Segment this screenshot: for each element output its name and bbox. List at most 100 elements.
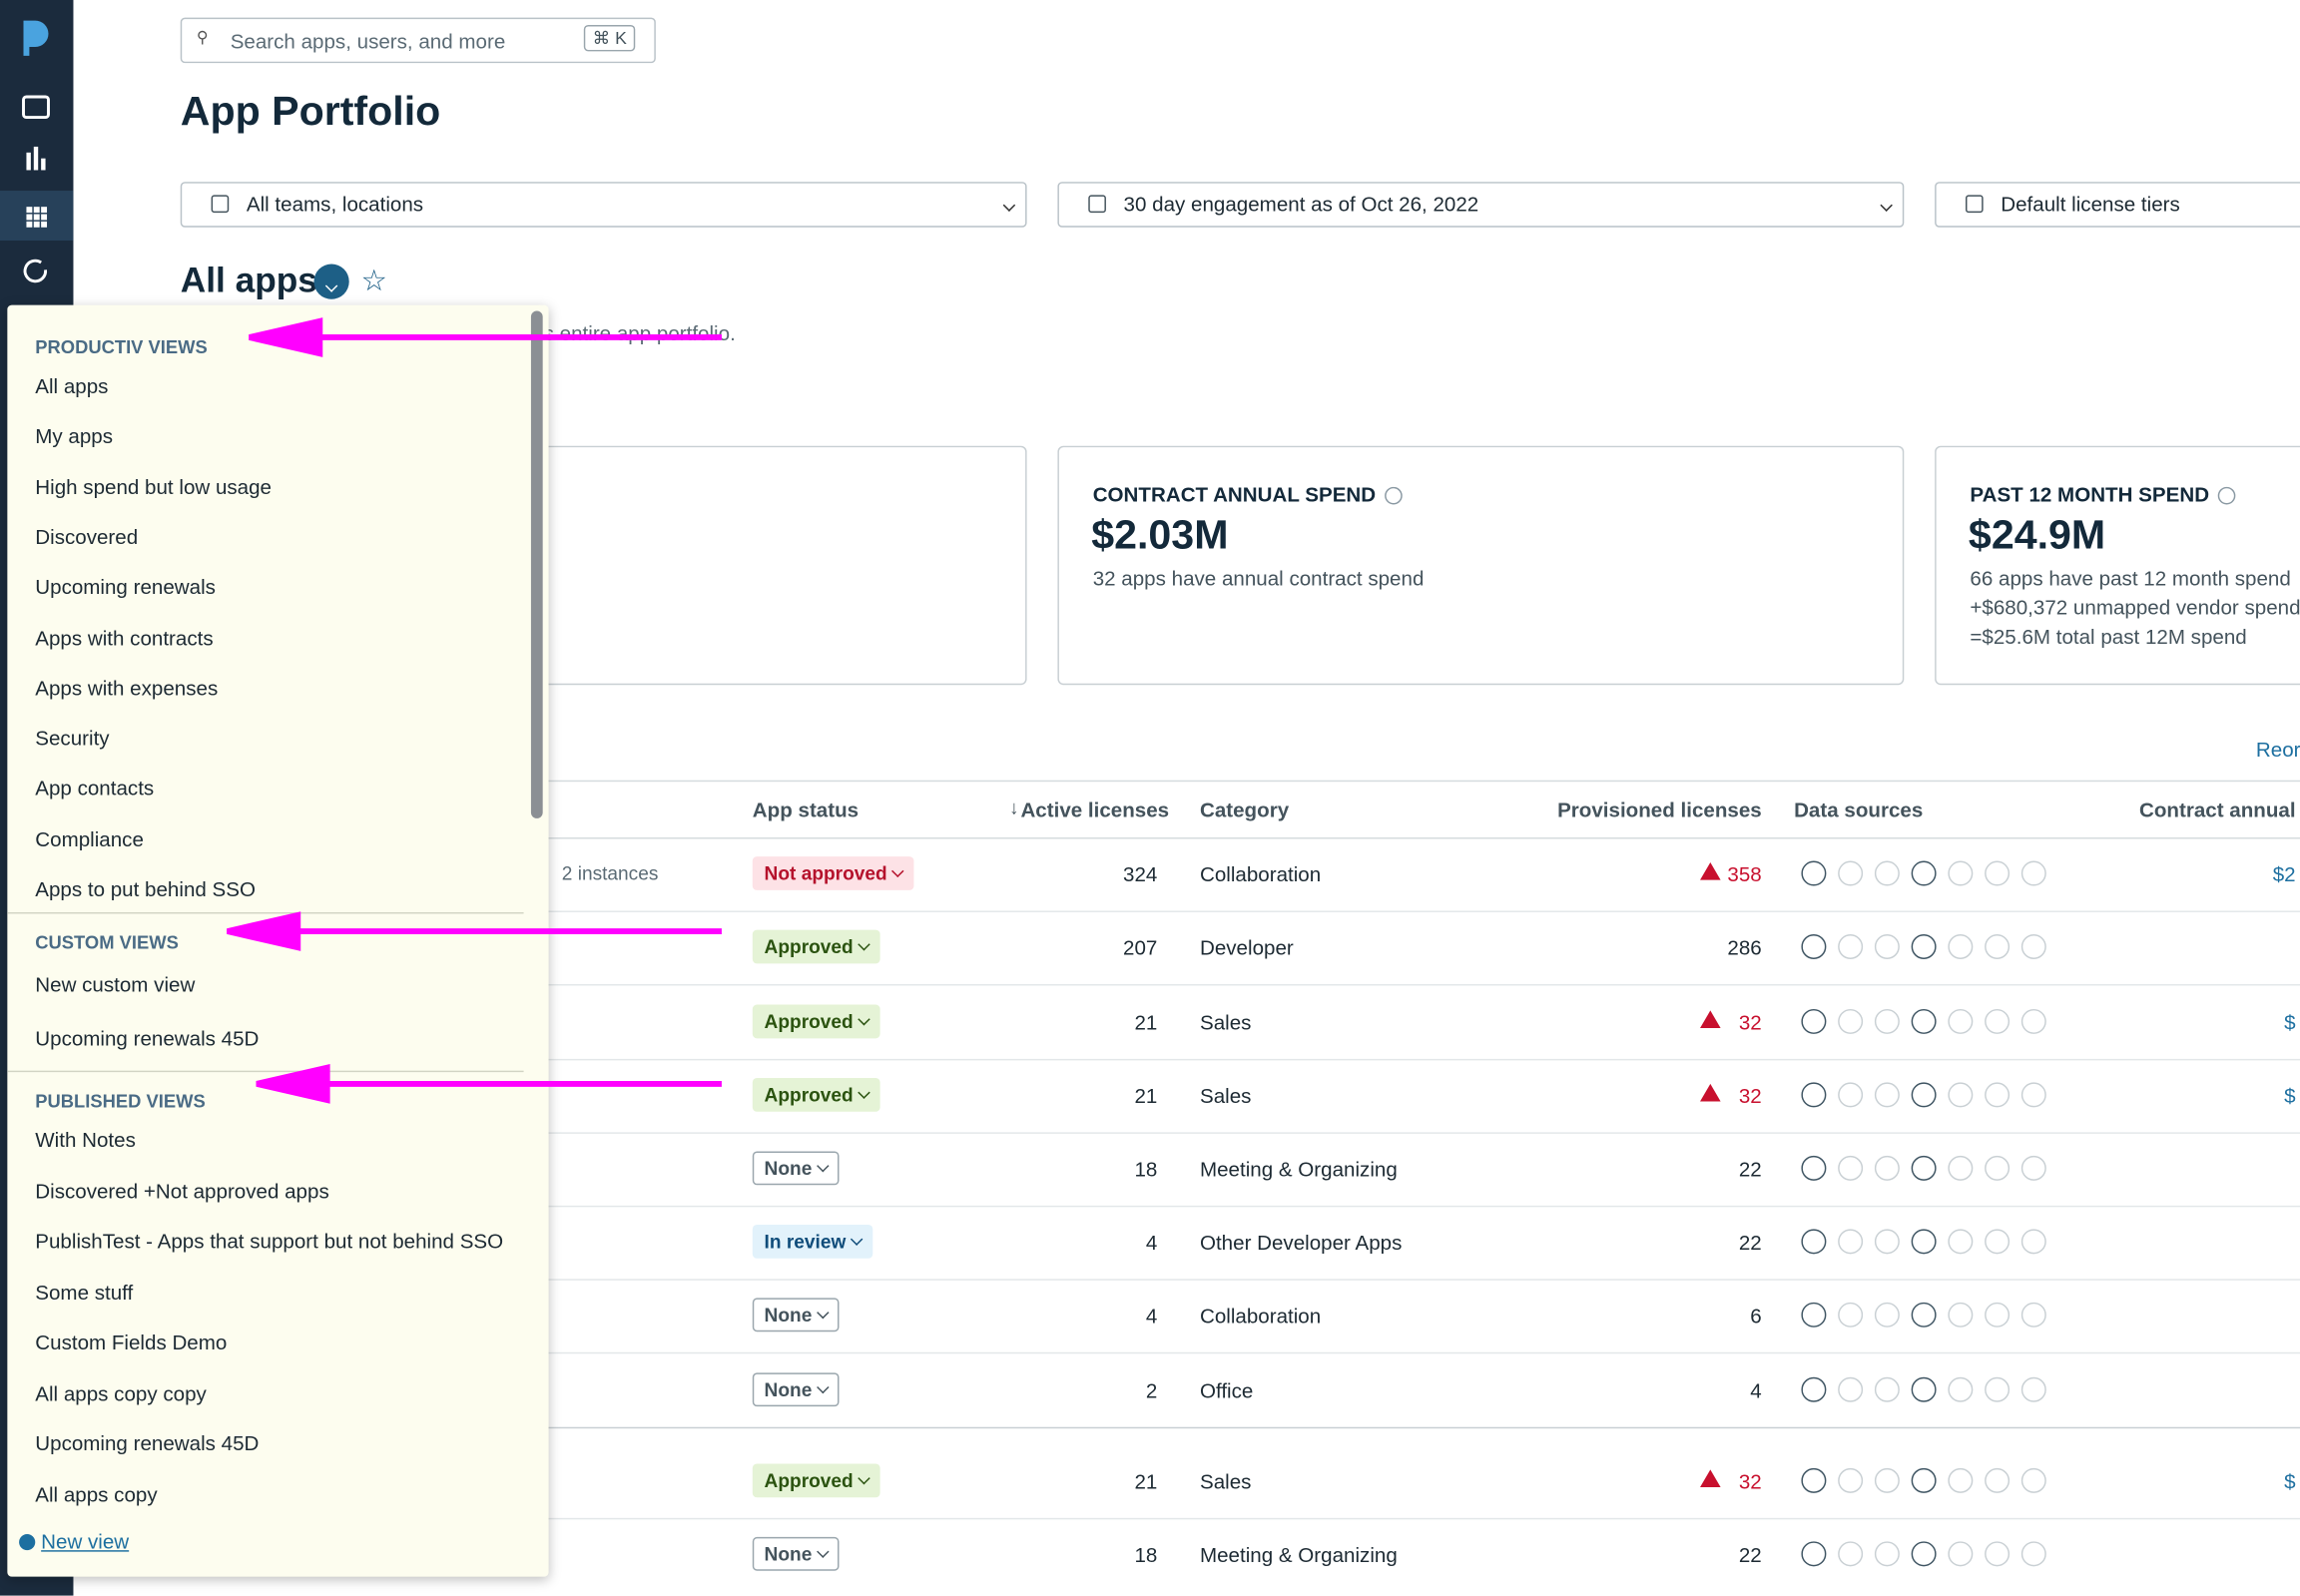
card-line: =$25.6M total past 12M spend: [1970, 624, 2247, 649]
menu-item[interactable]: My apps: [35, 424, 114, 448]
new-view-link[interactable]: New view: [19, 1530, 129, 1553]
sidebar-icons: [0, 20, 74, 283]
data-source-icon: [2020, 934, 2046, 959]
column-header[interactable]: Contract annual: [2139, 798, 2296, 821]
status-tag[interactable]: Approved: [752, 1463, 880, 1498]
data-source-icon: [1948, 1467, 1974, 1493]
data-source-icon: [1948, 1376, 1974, 1402]
menu-item[interactable]: New custom view: [35, 972, 196, 996]
menu-item[interactable]: Upcoming renewals: [35, 575, 216, 599]
menu-item[interactable]: Upcoming renewals 45D: [35, 1431, 260, 1455]
menu-item[interactable]: High spend but low usage: [35, 474, 272, 498]
card: PAST 12 MONTH SPEND $24.9M 66 apps have pa…: [1935, 445, 2300, 686]
menu-item[interactable]: PublishTest - Apps that support but not …: [35, 1229, 504, 1253]
page-title: App Portfolio: [180, 88, 441, 134]
menu-item[interactable]: Security: [35, 726, 110, 751]
column-header[interactable]: Data sources: [1794, 798, 1924, 821]
provisioned-licenses: 22: [1738, 1230, 1762, 1255]
view-title: All apps: [180, 261, 317, 301]
filter-dropdown[interactable]: Default license tiers: [1935, 182, 2300, 228]
menu-item[interactable]: Upcoming renewals 45D: [35, 1025, 260, 1050]
card-title: PAST 12 MONTH SPEND: [1970, 482, 2236, 506]
menu-item[interactable]: With Notes: [35, 1127, 136, 1152]
card-line: +$680,372 unmapped vendor spend: [1970, 595, 2300, 620]
active-licenses: 4: [1145, 1304, 1158, 1328]
menu-item[interactable]: All apps copy copy: [35, 1380, 207, 1404]
menu-item[interactable]: Discovered: [35, 524, 139, 549]
status-tag[interactable]: None: [752, 1372, 839, 1407]
info-icon[interactable]: [2217, 487, 2236, 505]
menu-item[interactable]: Apps with contracts: [35, 625, 214, 650]
provisioned-licenses: 32: [1738, 1469, 1762, 1493]
data-source-icon: [1838, 934, 1864, 959]
status-tag[interactable]: In review: [752, 1224, 872, 1259]
menu-item[interactable]: Custom Fields Demo: [35, 1330, 228, 1354]
status-tag[interactable]: None: [752, 1298, 839, 1332]
section-title: PUBLISHED VIEWS: [35, 1091, 206, 1112]
column-header[interactable]: Category: [1199, 798, 1290, 821]
menu-item[interactable]: Some stuff: [35, 1280, 134, 1304]
instances: 2 instances: [561, 862, 659, 885]
filter-dropdown[interactable]: 30 day engagement as of Oct 26, 2022: [1057, 182, 1905, 228]
status-tag[interactable]: Approved: [752, 1078, 880, 1112]
category: Collaboration: [1199, 862, 1322, 886]
status-text: None: [764, 1304, 813, 1327]
menu-item[interactable]: All apps copy: [35, 1481, 158, 1506]
menu-item[interactable]: Compliance: [35, 826, 144, 850]
card-value: $2.03M: [1091, 511, 1229, 558]
contract-annual: $: [2284, 1469, 2296, 1493]
contract-annual: $: [2284, 1010, 2296, 1034]
data-source-icon: [1911, 1229, 1937, 1255]
data-source-icon: [1801, 860, 1827, 886]
menu-item[interactable]: Discovered +Not approved apps: [35, 1178, 329, 1203]
view-switcher[interactable]: [313, 264, 349, 299]
provisioned-licenses: 32: [1738, 1010, 1762, 1034]
data-source-icon: [1911, 934, 1937, 959]
filter-dropdown[interactable]: All teams, locations: [180, 182, 1027, 228]
data-source-icon: [1801, 934, 1827, 959]
data-source-icon: [1838, 1376, 1864, 1402]
divider: [180, 780, 2300, 783]
favorite-star[interactable]: ☆: [360, 265, 387, 298]
data-source-icon: [1838, 1082, 1864, 1108]
status-text: None: [764, 1542, 813, 1565]
column-header[interactable]: Active licenses: [1020, 798, 1170, 821]
status-tag[interactable]: None: [752, 1151, 839, 1186]
active-licenses: 2: [1145, 1378, 1158, 1402]
data-source-icon: [1985, 1302, 2011, 1328]
data-source-icon: [1874, 1155, 1900, 1181]
data-source-icon: [1838, 1229, 1864, 1255]
menu-item[interactable]: All apps: [35, 373, 109, 398]
menu-item[interactable]: App contacts: [35, 776, 155, 800]
row-divider: [180, 1517, 2300, 1520]
provisioned-licenses: 4: [1750, 1378, 1762, 1402]
data-source-icon: [1801, 1155, 1827, 1181]
status-tag[interactable]: None: [752, 1536, 839, 1571]
search-box[interactable]: ⚲ Search apps, users, and more ⌘ K: [180, 17, 656, 64]
filter-label: Default license tiers: [2001, 192, 2180, 217]
category: Office: [1199, 1378, 1254, 1402]
data-source-icon: [1838, 1008, 1864, 1034]
status-tag[interactable]: Not approved: [752, 856, 914, 890]
menu-item[interactable]: Apps to put behind SSO: [35, 876, 256, 901]
row-divider: [180, 1132, 2300, 1134]
warning-icon: [1700, 862, 1721, 880]
info-icon[interactable]: [1384, 487, 1403, 505]
divider: [180, 837, 2300, 839]
contract-annual: $2: [2272, 862, 2296, 886]
active-licenses: 207: [1123, 935, 1158, 959]
status-tag[interactable]: Approved: [752, 929, 880, 964]
menu-item[interactable]: Apps with expenses: [35, 676, 219, 700]
data-source-icon: [1911, 1008, 1937, 1034]
reorder-link[interactable]: Reor: [2255, 738, 2300, 762]
provisioned-licenses: 22: [1738, 1542, 1762, 1567]
column-header[interactable]: App status: [752, 798, 860, 821]
data-source-icon: [2020, 1541, 2046, 1567]
active-licenses: 18: [1134, 1157, 1158, 1181]
status-tag[interactable]: Approved: [752, 1004, 880, 1039]
card-title: CONTRACT ANNUAL SPEND: [1093, 482, 1403, 506]
column-header[interactable]: Provisioned licenses: [1557, 798, 1762, 821]
section-title: CUSTOM VIEWS: [35, 932, 179, 954]
data-source-icon: [1801, 1376, 1827, 1402]
